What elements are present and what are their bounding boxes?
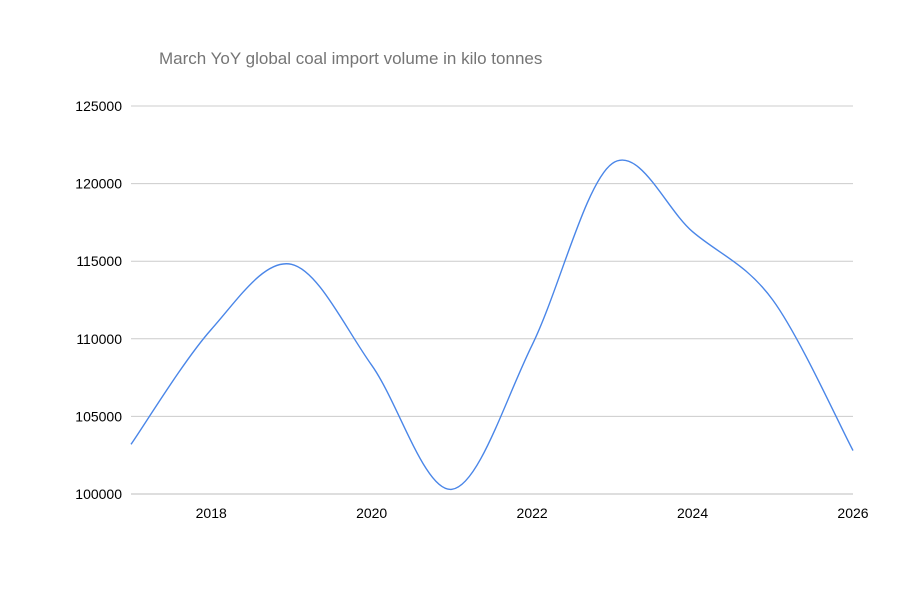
chart-title: March YoY global coal import volume in k… — [159, 49, 543, 68]
x-tick-label: 2018 — [196, 505, 227, 521]
x-tick-label: 2026 — [837, 505, 868, 521]
y-tick-label: 125000 — [75, 98, 122, 114]
y-tick-label: 110000 — [76, 331, 122, 347]
series-line — [130, 159, 854, 491]
y-tick-label: 105000 — [75, 408, 122, 424]
x-tick-label: 2020 — [356, 505, 387, 521]
x-tick-label: 2024 — [677, 505, 708, 521]
x-tick-label: 2022 — [517, 505, 548, 521]
y-tick-label: 100000 — [75, 486, 122, 502]
y-tick-label: 115000 — [76, 253, 122, 269]
y-tick-label: 120000 — [75, 176, 122, 192]
